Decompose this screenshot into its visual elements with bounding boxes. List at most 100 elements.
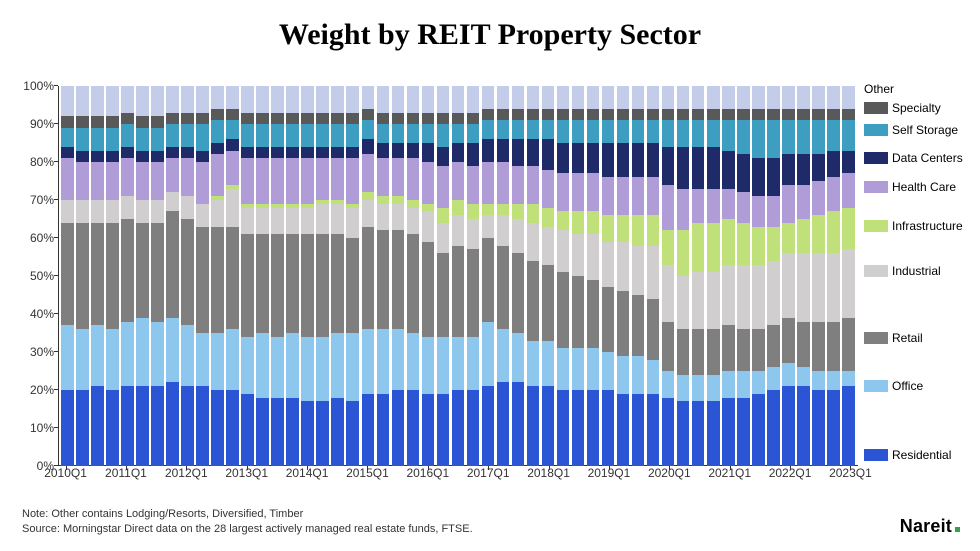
bar-segment-residential <box>722 398 735 466</box>
bar-segment-selfstorage <box>256 124 269 147</box>
bar-segment-other <box>121 86 134 113</box>
bar-segment-healthcare <box>467 166 480 204</box>
bar-segment-specialty <box>422 113 435 124</box>
bar-segment-selfstorage <box>181 124 194 147</box>
legend-item-infrastructure: Infrastructure <box>864 219 963 233</box>
bar-segment-retail <box>241 234 254 337</box>
bar-segment-office <box>316 337 329 402</box>
bar-segment-office <box>737 371 750 398</box>
bar <box>91 86 104 466</box>
bar-segment-healthcare <box>166 158 179 192</box>
bar-segment-residential <box>587 390 600 466</box>
bar-segment-datacenters <box>151 151 164 162</box>
bar-segment-residential <box>632 394 645 466</box>
bar-segment-specialty <box>346 113 359 124</box>
bar-segment-industrial <box>211 200 224 227</box>
bar-segment-office <box>437 337 450 394</box>
bar-segment-healthcare <box>632 177 645 215</box>
bar-segment-industrial <box>557 230 570 272</box>
bar-segment-office <box>286 333 299 398</box>
bar-segment-retail <box>737 329 750 371</box>
bar-segment-retail <box>842 318 855 371</box>
bar-segment-retail <box>527 261 540 341</box>
bar-segment-other <box>797 86 810 109</box>
bar-segment-selfstorage <box>677 120 690 147</box>
bar-segment-healthcare <box>842 173 855 207</box>
bar-segment-datacenters <box>827 151 840 178</box>
legend-label: Self Storage <box>892 123 958 137</box>
bar-segment-other <box>812 86 825 109</box>
bar-segment-specialty <box>76 116 89 127</box>
bar-segment-industrial <box>497 215 510 245</box>
bar-segment-office <box>181 325 194 386</box>
bar-segment-residential <box>346 401 359 466</box>
bar-segment-other <box>377 86 390 113</box>
bar-segment-other <box>587 86 600 109</box>
bar-segment-infrastructure <box>752 227 765 265</box>
bar-segment-residential <box>662 398 675 466</box>
bar-segment-selfstorage <box>407 124 420 143</box>
bar-segment-specialty <box>827 109 840 120</box>
bar-segment-retail <box>602 287 615 352</box>
bar-segment-office <box>226 329 239 390</box>
bar-segment-infrastructure <box>422 204 435 212</box>
bar-segment-retail <box>91 223 104 326</box>
bar-segment-office <box>407 333 420 390</box>
bar-segment-retail <box>677 329 690 375</box>
bar-segment-office <box>647 360 660 394</box>
bar-segment-infrastructure <box>467 204 480 219</box>
bar-segment-industrial <box>301 208 314 235</box>
bar <box>256 86 269 466</box>
bar-segment-selfstorage <box>497 120 510 139</box>
bar-segment-specialty <box>226 109 239 120</box>
bar-segment-retail <box>316 234 329 337</box>
bar-segment-selfstorage <box>136 128 149 151</box>
legend-swatch <box>864 449 888 461</box>
bar-segment-retail <box>151 223 164 322</box>
bar-segment-retail <box>467 249 480 336</box>
bar-segment-selfstorage <box>512 120 525 139</box>
bar-segment-other <box>151 86 164 116</box>
bar-segment-residential <box>497 382 510 466</box>
bar-segment-datacenters <box>106 151 119 162</box>
x-tick-mark <box>790 466 791 470</box>
bar-segment-retail <box>166 211 179 317</box>
bar-segment-industrial <box>271 208 284 235</box>
bar-segment-healthcare <box>286 158 299 204</box>
bar-segment-industrial <box>617 242 630 291</box>
bar-segment-office <box>497 329 510 382</box>
bar-segment-other <box>617 86 630 109</box>
bar-segment-other <box>437 86 450 113</box>
bar-segment-residential <box>91 386 104 466</box>
bar-segment-other <box>422 86 435 113</box>
bar-segment-other <box>331 86 344 113</box>
bar-segment-specialty <box>662 109 675 120</box>
bar <box>301 86 314 466</box>
bar <box>572 86 585 466</box>
bar-segment-residential <box>181 386 194 466</box>
bar-segment-office <box>106 329 119 390</box>
bar-segment-specialty <box>797 109 810 120</box>
bar-segment-residential <box>241 394 254 466</box>
legend-label: Data Centers <box>892 151 963 165</box>
bar-segment-industrial <box>572 234 585 276</box>
bar-segment-selfstorage <box>722 120 735 150</box>
bar-segment-selfstorage <box>647 120 660 143</box>
bar-segment-other <box>512 86 525 109</box>
bar-segment-office <box>677 375 690 402</box>
bar-segment-infrastructure <box>587 211 600 234</box>
bar-segment-industrial <box>196 204 209 227</box>
legend-item-selfstorage: Self Storage <box>864 123 958 137</box>
bar-segment-selfstorage <box>392 124 405 143</box>
bar-segment-specialty <box>301 113 314 124</box>
bar-segment-retail <box>211 227 224 333</box>
bar-segment-residential <box>827 390 840 466</box>
bar-segment-infrastructure <box>632 215 645 245</box>
brand-dot-icon <box>955 527 960 532</box>
bar-segment-selfstorage <box>377 124 390 143</box>
y-tick-label: 40% <box>18 307 54 321</box>
bar-segment-datacenters <box>662 147 675 185</box>
bar <box>437 86 450 466</box>
bar-segment-specialty <box>542 109 555 120</box>
bar-segment-datacenters <box>316 147 329 158</box>
